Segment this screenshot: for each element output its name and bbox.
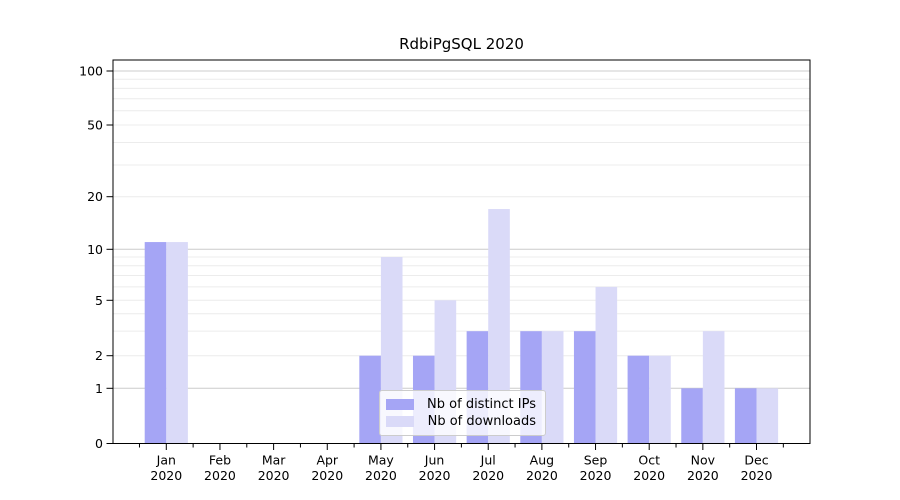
x-tick-label-month: Aug — [530, 453, 554, 468]
x-tick-label-month: Sep — [584, 453, 608, 468]
x-tick-label-year: 2020 — [258, 468, 290, 483]
x-tick-label-month: Jul — [480, 453, 496, 468]
legend-item-downloads: Nb of downloads — [386, 414, 536, 429]
y-tick-label: 20 — [87, 189, 103, 204]
bar-downloads-jan — [166, 242, 188, 444]
bar-downloads-jul — [488, 209, 510, 444]
bar-distinct-ips-nov — [681, 388, 703, 444]
legend-label-distinct-ips: Nb of distinct IPs — [427, 397, 536, 412]
x-tick-label-month: Dec — [744, 453, 768, 468]
x-tick-label-year: 2020 — [687, 468, 719, 483]
x-tick-label-month: May — [368, 453, 394, 468]
x-tick-label-year: 2020 — [204, 468, 236, 483]
bar-downloads-aug — [541, 331, 564, 444]
legend-item-distinct-ips: Nb of distinct IPs — [386, 397, 536, 412]
x-tick-label-year: 2020 — [150, 468, 182, 483]
x-tick-label-month: Feb — [209, 453, 231, 468]
x-tick-label-month: Nov — [691, 453, 716, 468]
x-tick-label-year: 2020 — [741, 468, 773, 483]
y-tick-label: 10 — [87, 242, 103, 257]
bar-distinct-ips-may — [359, 355, 381, 444]
y-tick-label: 100 — [79, 64, 103, 79]
x-tick-label-year: 2020 — [419, 468, 451, 483]
y-tick-label: 5 — [95, 293, 103, 308]
x-tick-label-month: Jan — [156, 453, 176, 468]
bar-downloads-nov — [702, 331, 725, 444]
bar-downloads-sep — [595, 286, 618, 444]
x-tick-label-year: 2020 — [580, 468, 612, 483]
y-tick-label: 2 — [95, 348, 103, 363]
x-tick-label-year: 2020 — [526, 468, 558, 483]
chart-title: RdbiPgSQL 2020 — [399, 35, 524, 53]
legend-swatch-distinct-ips — [386, 399, 414, 410]
legend-swatch-downloads — [386, 416, 414, 427]
bar-distinct-ips-jan — [144, 242, 167, 444]
x-tick-label-month: Oct — [638, 453, 660, 468]
y-tick-label: 50 — [87, 118, 103, 133]
y-tick-label: 0 — [95, 436, 103, 451]
bar-downloads-oct — [649, 355, 671, 444]
x-tick-label-month: Mar — [262, 453, 286, 468]
x-tick-label-year: 2020 — [472, 468, 504, 483]
x-tick-label-month: Jun — [424, 453, 445, 468]
bar-distinct-ips-sep — [573, 331, 596, 444]
bar-downloads-dec — [756, 388, 779, 444]
y-tick-label: 1 — [95, 381, 103, 396]
x-tick-label-year: 2020 — [633, 468, 665, 483]
x-tick-label-year: 2020 — [311, 468, 343, 483]
x-tick-label-year: 2020 — [365, 468, 397, 483]
x-tick-label-month: Apr — [316, 453, 338, 468]
legend: Nb of distinct IPs Nb of downloads — [379, 390, 546, 436]
legend-label-downloads: Nb of downloads — [427, 414, 536, 429]
bar-distinct-ips-dec — [734, 388, 757, 444]
bar-distinct-ips-oct — [627, 355, 650, 444]
